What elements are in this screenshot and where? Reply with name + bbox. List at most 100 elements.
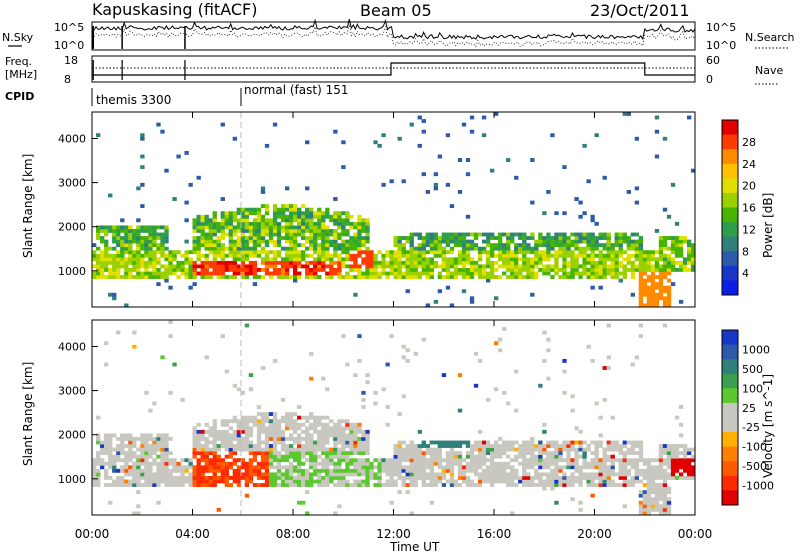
power-cell [293, 229, 298, 233]
power-cell [216, 253, 221, 258]
velocity-cell [321, 476, 326, 480]
power-cell [317, 268, 322, 272]
velocity-cell [574, 468, 579, 473]
velocity-cell [457, 440, 463, 445]
velocity-cell [156, 472, 161, 477]
power-cell [413, 271, 418, 276]
velocity-cell [288, 412, 294, 417]
power-cell [429, 264, 434, 269]
power-cell [550, 268, 555, 272]
power-cell [389, 250, 394, 255]
velocity-cell [313, 415, 318, 420]
power-cell [196, 229, 201, 233]
power-cell [301, 236, 306, 240]
velocity-cell [140, 458, 145, 463]
power-cell [104, 260, 109, 265]
velocity-cell [429, 476, 434, 480]
power-cell [506, 264, 511, 269]
power-cell [164, 232, 169, 237]
velocity-cell [409, 476, 414, 480]
velocity-cell [236, 483, 242, 487]
velocity-cell [373, 401, 378, 406]
power-cell [449, 257, 455, 262]
velocity-cell [349, 461, 354, 466]
power-cell [176, 154, 181, 159]
velocity-cell [333, 429, 338, 434]
velocity-cell [108, 437, 113, 441]
velocity-cell [156, 454, 161, 459]
power-cell [618, 239, 623, 244]
power-cell [264, 268, 270, 272]
velocity-cell [449, 444, 455, 448]
velocity-cell [526, 440, 531, 445]
power-cell [325, 229, 330, 233]
power-cell [654, 275, 660, 279]
velocity-cell [297, 476, 302, 480]
power-cell [461, 236, 467, 240]
power-cell [586, 232, 591, 237]
velocity-cell [236, 447, 242, 452]
velocity-cell [204, 479, 209, 484]
power-cell [317, 260, 322, 265]
power-cell [248, 232, 254, 237]
velocity-colorbar-tick: -25 [742, 421, 760, 434]
power-cell [614, 250, 619, 255]
velocity-cell [377, 472, 382, 477]
power-cell [252, 243, 258, 248]
power-cell [293, 257, 298, 262]
power-cell [349, 264, 354, 269]
power-cell [610, 253, 615, 258]
velocity-cell [228, 444, 233, 448]
power-cell [288, 229, 294, 233]
velocity-cell [288, 468, 294, 473]
power-cell [276, 275, 282, 279]
power-cell [437, 246, 443, 251]
velocity-cell [558, 447, 563, 452]
power-cell [337, 232, 342, 237]
velocity-cell [337, 426, 342, 431]
power-cell [433, 172, 439, 177]
velocity-cell [566, 454, 571, 459]
velocity-cell [642, 490, 648, 495]
velocity-cell [144, 451, 149, 456]
velocity-cell [510, 472, 515, 477]
velocity-cell [293, 429, 298, 434]
power-cell [160, 129, 165, 134]
power-cell [244, 243, 250, 248]
velocity-cell [634, 468, 640, 473]
power-cell [574, 271, 579, 276]
power-cell [268, 236, 274, 240]
power-cell [112, 260, 117, 265]
velocity-cell [180, 398, 185, 402]
power-cell [461, 246, 467, 251]
velocity-cell [494, 465, 499, 470]
power-cell [658, 268, 664, 272]
power-cell [317, 243, 322, 248]
power-cell [256, 268, 262, 272]
velocity-cell [674, 465, 680, 470]
velocity-cell [481, 468, 487, 473]
power-cell [514, 250, 519, 255]
velocity-cell [578, 507, 583, 512]
power-cell [325, 236, 330, 240]
power-cell [220, 225, 225, 230]
power-cell [441, 257, 447, 262]
velocity-cell [453, 479, 459, 484]
power-cell [666, 285, 672, 290]
velocity-cell [329, 426, 334, 431]
velocity-cell [116, 468, 121, 473]
power-cell [353, 246, 358, 251]
velocity-cell [538, 476, 543, 480]
velocity-cell [682, 444, 688, 448]
power-cell [453, 268, 459, 272]
velocity-cell [534, 483, 539, 487]
velocity-cell [578, 476, 583, 480]
power-cell [626, 190, 631, 194]
velocity-cell [361, 444, 366, 448]
velocity-cell [284, 444, 290, 448]
velocity-cell [506, 461, 511, 466]
velocity-cell [365, 373, 370, 378]
velocity-cell [252, 483, 258, 487]
velocity-cell [168, 320, 173, 324]
velocity-cell [674, 476, 680, 480]
